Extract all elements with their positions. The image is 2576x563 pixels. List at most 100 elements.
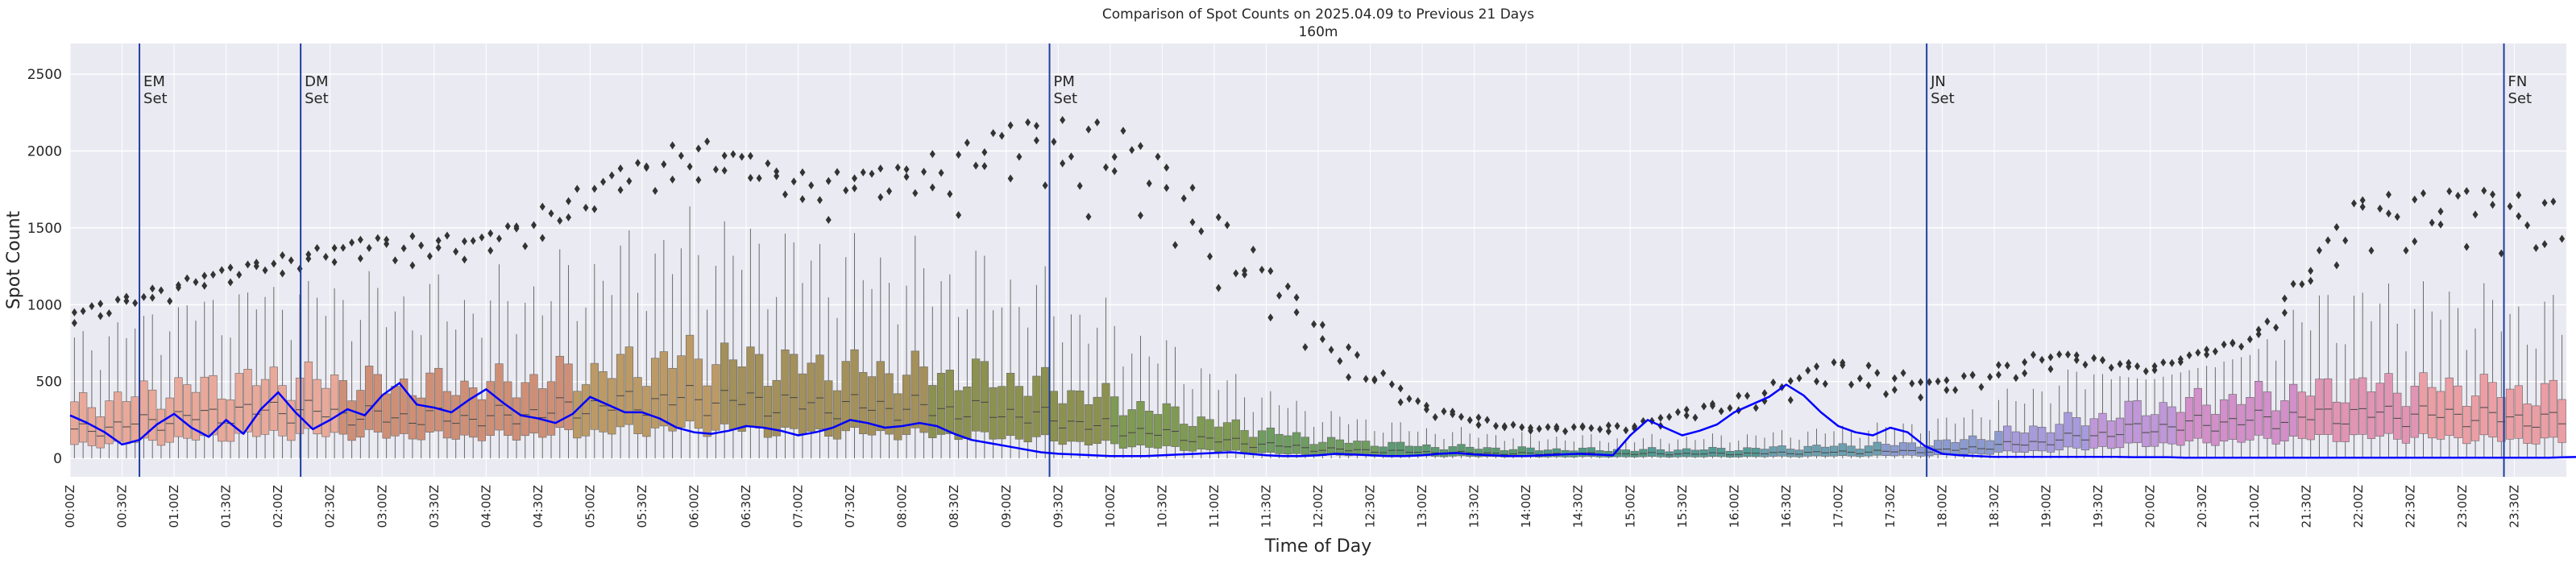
outlier-point (1267, 313, 1274, 322)
outlier-point (288, 256, 294, 265)
box-body (2150, 414, 2159, 447)
outlier-point (591, 205, 598, 213)
series-line-today (69, 382, 2576, 459)
y-tick-label: 1500 (27, 221, 62, 237)
box-body (1769, 446, 1777, 457)
box-body (2410, 386, 2419, 438)
outlier-point (1371, 376, 1378, 385)
outlier-point (1189, 217, 1196, 226)
box-body (1205, 419, 1214, 450)
outlier-point (1943, 386, 1950, 395)
box-body (1898, 442, 1908, 456)
outlier-point (1701, 402, 1707, 411)
outlier-point (2030, 350, 2036, 359)
outlier-point (1397, 398, 1404, 407)
outlier-point (1484, 416, 1491, 424)
outlier-point (1935, 377, 1941, 386)
outlier-point (1597, 424, 1603, 433)
outlier-point (149, 293, 156, 302)
box-body (1543, 449, 1553, 457)
outlier-point (271, 259, 277, 268)
y-tick-label: 0 (53, 451, 62, 467)
box-body (1674, 449, 1682, 457)
outlier-point (1718, 407, 1724, 416)
outlier-point (2532, 243, 2539, 252)
outlier-point (2516, 191, 2522, 200)
outlier-point (1978, 383, 1985, 391)
outlier-point (557, 216, 563, 225)
box-body (980, 361, 989, 433)
outlier-point (461, 237, 467, 246)
box-body (2375, 383, 2384, 437)
outlier-point (1328, 346, 1334, 354)
outlier-point (1848, 380, 1855, 389)
x-tick-label: 19:00Z (2039, 485, 2054, 528)
outlier-point (1856, 374, 1863, 383)
x-tick-label: 00:00Z (63, 485, 77, 528)
outlier-point (2047, 365, 2054, 374)
outlier-point (2429, 218, 2435, 227)
outlier-point (392, 256, 398, 265)
outlier-point (435, 243, 442, 252)
box-body (347, 400, 356, 441)
x-tick-label: 09:30Z (1051, 485, 1065, 528)
outlier-point (1891, 385, 1898, 394)
box-body (477, 399, 487, 441)
outlier-point (929, 183, 935, 192)
outlier-point (1528, 424, 1534, 433)
annotation-label: DM (305, 73, 328, 90)
box-body (2038, 427, 2047, 452)
outlier-point (2230, 338, 2236, 347)
box-body (338, 380, 347, 435)
outlier-point (756, 174, 762, 183)
outlier-point (2195, 348, 2201, 357)
outlier-point (2091, 354, 2097, 362)
today-series (69, 382, 2576, 459)
outlier-point (2073, 355, 2080, 364)
box-body (1977, 439, 1986, 455)
outlier-point (1164, 184, 1170, 192)
box-body (1058, 403, 1067, 445)
outlier-point (2472, 210, 2479, 219)
x-axis-label: Time of Day (1264, 536, 1371, 557)
outlier-point (825, 215, 832, 224)
box-body (928, 385, 937, 438)
box-body (1690, 449, 1700, 457)
box-body (174, 377, 183, 437)
outlier-point (1623, 426, 1629, 435)
outlier-point (409, 261, 416, 270)
box-body (2280, 400, 2289, 441)
outlier-point (774, 167, 780, 176)
outlier-point (1025, 118, 1031, 126)
outlier-point (1926, 378, 1932, 387)
outlier-point (71, 319, 77, 328)
outlier-point (444, 231, 450, 240)
outlier-point (1233, 269, 1239, 278)
outlier-point (2264, 317, 2271, 326)
outlier-point (1969, 371, 1976, 379)
outlier-point (808, 181, 815, 190)
box-body (2532, 405, 2541, 445)
box-body (70, 401, 79, 445)
outlier-point (998, 131, 1005, 140)
box-body (2029, 425, 2038, 451)
outlier-point (2342, 236, 2349, 245)
x-tick-label: 03:00Z (375, 485, 389, 528)
outlier-point (2108, 363, 2114, 372)
y-tick-label: 1000 (27, 297, 62, 313)
outlier-point (799, 195, 806, 204)
box-body (1725, 450, 1735, 457)
outlier-point (1840, 361, 1846, 370)
outlier-point (400, 244, 407, 253)
box-body (677, 355, 686, 428)
x-tick-label: 18:00Z (1935, 485, 1950, 528)
x-tick-label: 22:30Z (2403, 485, 2417, 528)
outlier-point (2281, 308, 2288, 317)
outlier-point (2117, 359, 2123, 368)
outlier-point (929, 150, 935, 159)
box-body (1006, 372, 1015, 437)
outlier-point (530, 221, 537, 230)
outlier-point (1189, 184, 1196, 192)
outlier-point (487, 246, 494, 255)
